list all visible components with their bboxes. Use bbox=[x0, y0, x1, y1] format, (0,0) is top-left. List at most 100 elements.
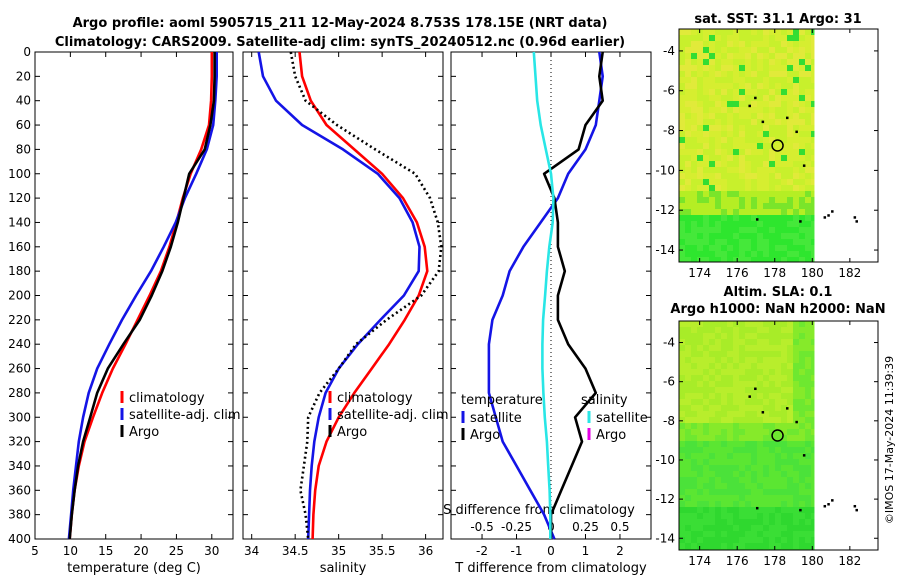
map-cell bbox=[787, 101, 794, 108]
map-cell bbox=[799, 531, 806, 538]
map-cell bbox=[745, 59, 752, 66]
map-cell bbox=[775, 155, 782, 162]
map-cell bbox=[721, 501, 728, 508]
map-cell bbox=[775, 417, 782, 424]
map-cell bbox=[727, 239, 734, 246]
map-cell bbox=[781, 321, 788, 328]
map-cell bbox=[781, 465, 788, 472]
map-cell bbox=[763, 257, 770, 263]
map-cell bbox=[745, 543, 752, 550]
map-cell bbox=[751, 155, 758, 162]
island-marker bbox=[823, 216, 827, 219]
map-cell bbox=[721, 513, 728, 520]
map-cell bbox=[685, 113, 692, 120]
map-cell bbox=[679, 101, 686, 108]
map-cell bbox=[781, 429, 788, 436]
map-cell bbox=[679, 227, 686, 234]
map-cell bbox=[679, 233, 686, 240]
map-cell bbox=[805, 245, 812, 252]
map-cell bbox=[799, 525, 806, 532]
map-cell bbox=[769, 149, 776, 156]
map-cell bbox=[775, 179, 782, 186]
map-cell bbox=[703, 531, 710, 538]
map-cell bbox=[721, 119, 728, 126]
map-cell bbox=[703, 83, 710, 90]
map-cell bbox=[721, 351, 728, 358]
map-cell bbox=[811, 375, 815, 382]
map-cell bbox=[805, 489, 812, 496]
map-cell bbox=[763, 185, 770, 192]
series-line-t-argo bbox=[542, 51, 605, 539]
map-cell bbox=[703, 221, 710, 228]
map-cell bbox=[769, 113, 776, 120]
map-cell bbox=[721, 29, 728, 36]
map-cell bbox=[769, 131, 776, 138]
map-cell bbox=[733, 483, 740, 490]
map-cell bbox=[709, 137, 716, 144]
map-cell bbox=[811, 465, 815, 472]
map-cell bbox=[691, 333, 698, 340]
map-x-tick-label: 178 bbox=[763, 554, 786, 568]
map-cell bbox=[787, 321, 794, 328]
map-cell bbox=[709, 339, 716, 346]
map-cell bbox=[691, 429, 698, 436]
map-cell bbox=[781, 453, 788, 460]
map-cell bbox=[799, 131, 806, 138]
map-cell bbox=[769, 405, 776, 412]
map-cell bbox=[679, 537, 686, 544]
map-cell bbox=[751, 405, 758, 412]
map-cell bbox=[679, 137, 686, 144]
map-cell bbox=[751, 53, 758, 60]
map-cell bbox=[727, 471, 734, 478]
map-cell bbox=[679, 203, 686, 210]
map-cell bbox=[763, 543, 770, 550]
map-cell bbox=[715, 167, 722, 174]
map-cell bbox=[763, 95, 770, 102]
map-cell bbox=[703, 197, 710, 204]
map-cell bbox=[805, 53, 812, 60]
map-cell bbox=[793, 447, 800, 454]
map-cell bbox=[685, 167, 692, 174]
map-cell bbox=[739, 393, 746, 400]
map-cell bbox=[685, 411, 692, 418]
map-y-tick-label: -8 bbox=[663, 414, 675, 428]
map-cell bbox=[805, 227, 812, 234]
map-cell bbox=[811, 399, 815, 406]
map-cell bbox=[805, 191, 812, 198]
x-axis-label: temperature (deg C) bbox=[67, 561, 201, 576]
map-cell bbox=[697, 375, 704, 382]
map-cell bbox=[793, 327, 800, 334]
map-cell bbox=[805, 369, 812, 376]
map-cell bbox=[745, 215, 752, 222]
map-cell bbox=[793, 101, 800, 108]
map-cell bbox=[763, 333, 770, 340]
map-cell bbox=[793, 215, 800, 222]
map-cell bbox=[691, 417, 698, 424]
map-cell bbox=[745, 369, 752, 376]
map-cell bbox=[721, 393, 728, 400]
map-cell bbox=[685, 513, 692, 520]
map-cell bbox=[685, 357, 692, 364]
map-cell bbox=[703, 233, 710, 240]
map-cell bbox=[727, 393, 734, 400]
map-cell bbox=[763, 441, 770, 448]
map-cell bbox=[739, 221, 746, 228]
map-cell bbox=[691, 435, 698, 442]
map-cell bbox=[721, 387, 728, 394]
map-cell bbox=[757, 447, 764, 454]
map-cell bbox=[691, 179, 698, 186]
map-cell bbox=[739, 101, 746, 108]
map-cell bbox=[781, 327, 788, 334]
map-cell bbox=[697, 161, 704, 168]
map-cell bbox=[781, 459, 788, 466]
map-cell bbox=[745, 477, 752, 484]
map-cell bbox=[709, 321, 716, 328]
map-cell bbox=[739, 543, 746, 550]
map-y-tick-label: -12 bbox=[655, 492, 675, 506]
map-cell bbox=[703, 459, 710, 466]
map-cell bbox=[757, 245, 764, 252]
map-cell bbox=[727, 507, 734, 514]
map-cell bbox=[697, 185, 704, 192]
map-cell bbox=[745, 345, 752, 352]
map-cell bbox=[691, 65, 698, 72]
